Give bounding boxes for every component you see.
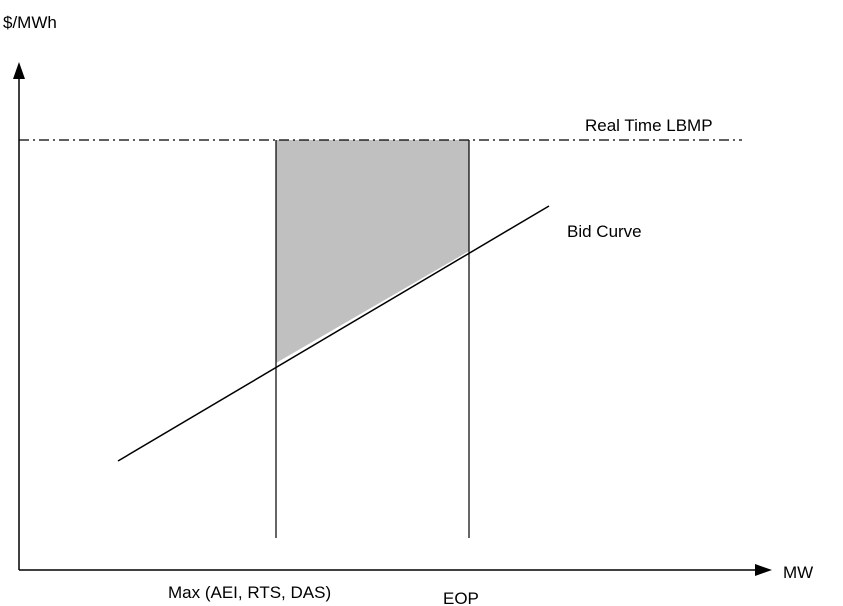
- y-axis-arrowhead: [13, 62, 25, 79]
- right-bound-label: EOP: [443, 589, 479, 606]
- bid-curve-label: Bid Curve: [567, 222, 642, 241]
- x-axis-label: MW: [783, 563, 813, 582]
- x-axis-arrowhead: [755, 564, 772, 576]
- left-bound-label: Max (AEI, RTS, DAS): [168, 583, 331, 602]
- y-axis-label: $/MWh: [3, 13, 57, 32]
- shaded-region: [276, 140, 469, 363]
- bid-curve-line: [117, 205, 550, 462]
- real-time-lbmp-label: Real Time LBMP: [585, 116, 713, 135]
